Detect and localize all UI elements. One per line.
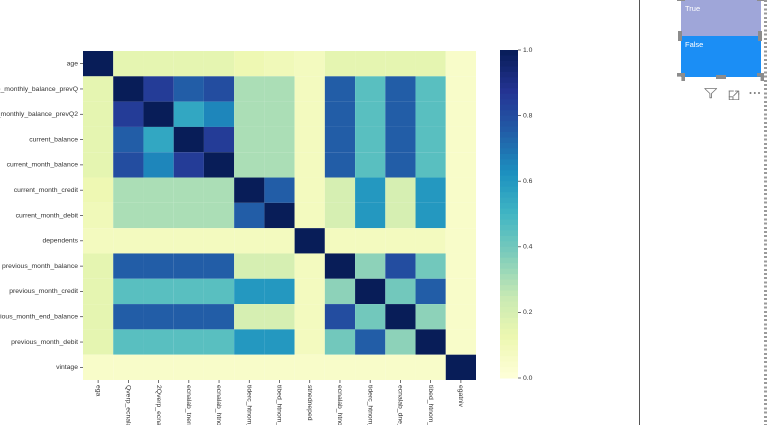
svg-text:current_month_debit: current_month_debit xyxy=(16,212,78,219)
svg-text:0.8: 0.8 xyxy=(523,112,533,119)
svg-text:ega: ega xyxy=(94,385,101,397)
svg-text:egatniv: egatniv xyxy=(457,385,464,408)
svg-text:previous_month_credit: previous_month_credit xyxy=(9,288,78,295)
svg-text:dependents: dependents xyxy=(42,238,78,245)
svg-text:2Qverp_ecnalab_ylhtnom_egareva: 2Qverp_ecnalab_ylhtnom_egareva xyxy=(155,385,162,425)
svg-text:tibed_htnom_tnerruc: tibed_htnom_tnerruc xyxy=(276,385,283,425)
svg-text:age: age xyxy=(67,60,79,67)
svg-text:current_balance: current_balance xyxy=(29,136,78,143)
svg-text:average_monthly_balance_prevQ2: average_monthly_balance_prevQ2 xyxy=(0,111,78,118)
svg-text:1.0: 1.0 xyxy=(523,47,533,54)
svg-text:ecnalab_tnerruc: ecnalab_tnerruc xyxy=(185,385,192,425)
svg-text:0.6: 0.6 xyxy=(523,178,533,185)
svg-text:ecnalab_htnom_tnerruc: ecnalab_htnom_tnerruc xyxy=(215,385,222,425)
svg-text:0.0: 0.0 xyxy=(523,375,533,382)
svg-text:average_monthly_balance_prevQ: average_monthly_balance_prevQ xyxy=(0,86,78,93)
svg-text:vintage: vintage xyxy=(56,364,78,371)
svg-text:Qverp_ecnalab_ylhtnom_egareva: Qverp_ecnalab_ylhtnom_egareva xyxy=(125,385,132,425)
svg-text:previous_month_end_balance: previous_month_end_balance xyxy=(0,314,78,321)
svg-text:ecnalab_dne_htnom_suoiverp: ecnalab_dne_htnom_suoiverp xyxy=(397,385,404,425)
svg-text:previous_month_debit: previous_month_debit xyxy=(11,339,78,346)
svg-text:previous_month_balance: previous_month_balance xyxy=(2,263,78,270)
svg-text:current_month_balance: current_month_balance xyxy=(7,162,79,169)
svg-text:current_month_credit: current_month_credit xyxy=(14,187,78,194)
svg-text:0.2: 0.2 xyxy=(523,309,533,316)
svg-text:tiderc_htnom_suoiverp: tiderc_htnom_suoiverp xyxy=(366,385,373,425)
svg-text:tibed_htnom_suoiverp: tibed_htnom_suoiverp xyxy=(427,385,434,425)
svg-text:stnedneped: stnedneped xyxy=(306,385,313,421)
svg-text:tiderc_htnom_tnerruc: tiderc_htnom_tnerruc xyxy=(245,385,252,425)
svg-text:ecnalab_htnom_suoiverp: ecnalab_htnom_suoiverp xyxy=(336,385,343,425)
svg-text:0.4: 0.4 xyxy=(523,244,533,251)
